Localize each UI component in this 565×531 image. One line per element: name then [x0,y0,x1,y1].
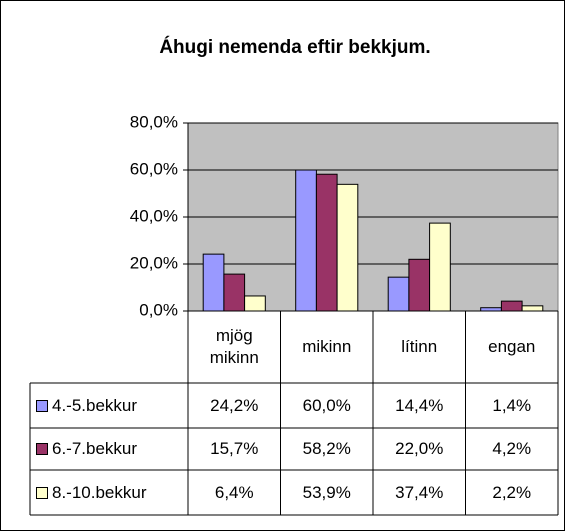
table-value: 15,7% [210,439,259,458]
chart-title: Áhugi nemenda eftir bekkjum. [159,36,430,58]
bar [244,295,266,312]
bar [295,169,317,312]
y-tick-label: 60,0% [130,159,178,178]
table-value: 37,4% [395,482,444,502]
table-value: 2,2% [492,482,532,502]
bar [387,276,410,312]
y-tick-label: 80,0% [130,112,178,131]
table-value: 1,4% [492,395,532,415]
bar [315,173,338,312]
bar [521,305,544,312]
y-tick-label: 20,0% [130,253,178,272]
legend-entry: 4.-5.bekkur [30,383,188,428]
table-value: 4,2% [492,439,532,458]
legend-key [36,399,48,412]
legend-entry: 6.-7.bekkur [30,428,188,470]
y-tick-label: 0,0% [139,300,178,319]
table-value: 22,0% [395,439,444,458]
table-value: 58,2% [302,439,351,458]
table-value: 24,2% [210,395,259,415]
x-tick-label: engan [488,337,536,356]
table-value: 60,0% [302,395,351,415]
bar [429,222,451,312]
legend-key [36,443,48,455]
table-value: 14,4% [395,395,444,415]
legend-label: 8.-10.bekkur [52,482,147,502]
x-tick-label: mjög mikinn [209,326,259,367]
bar [408,258,431,312]
legend-key [36,486,48,499]
bar [336,183,359,312]
y-tick-label: 40,0% [130,206,178,225]
legend-entry: 8.-10.bekkur [30,470,188,515]
bar [223,273,246,312]
table-value: 53,9% [302,482,351,502]
table-value: 6,4% [214,482,254,502]
x-tick-label: lítinn [401,337,438,356]
legend-label: 4.-5.bekkur [52,395,138,415]
legend-label: 6.-7.bekkur [52,439,138,458]
x-tick-label: mikinn [302,337,352,356]
bar [202,253,225,312]
bar [500,300,523,312]
